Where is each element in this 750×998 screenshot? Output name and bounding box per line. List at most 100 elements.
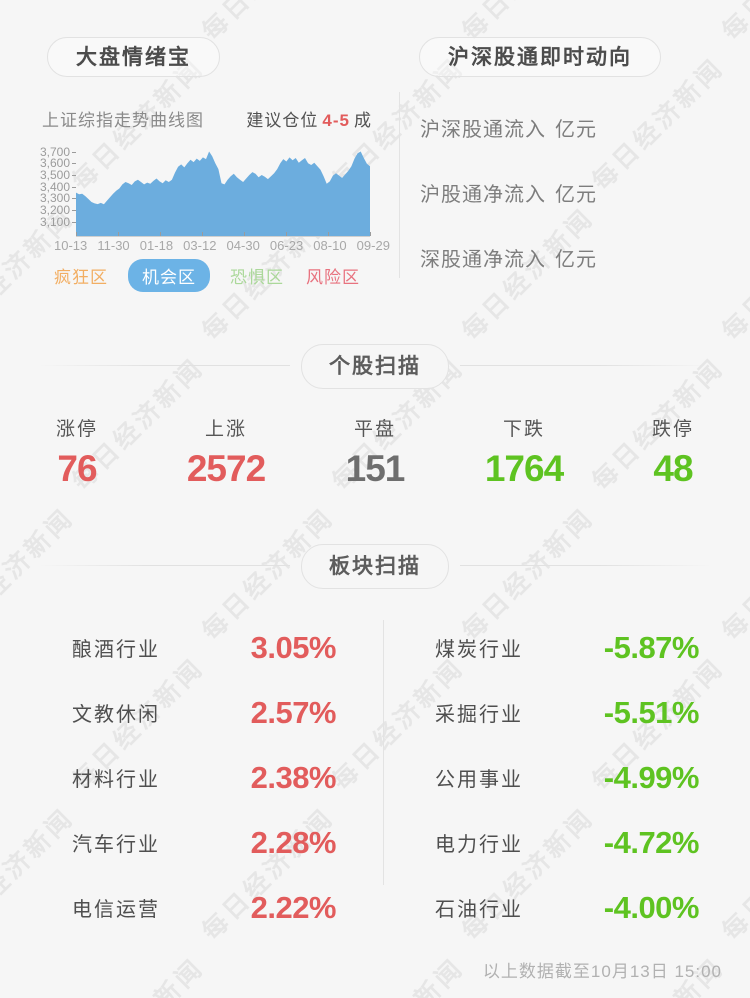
x-axis-tick-label: 04-30 xyxy=(226,238,260,253)
tab-market-sentiment[interactable]: 大盘情绪宝 xyxy=(47,37,220,77)
zone-opportunity[interactable]: 机会区 xyxy=(128,259,210,292)
stock-scan-stats: 涨停 76 上涨 2572 平盘 151 下跌 1764 跌停 48 xyxy=(42,414,708,489)
x-axis-tick-label: 09-29 xyxy=(356,238,390,253)
stat-label: 跌停 xyxy=(651,419,694,440)
y-axis-tick-label: 3,200 xyxy=(40,203,71,218)
sector-column-divider xyxy=(383,620,384,885)
tab-stock-connect[interactable]: 沪深股通即时动向 xyxy=(419,37,661,77)
stat-label: 涨停 xyxy=(55,419,98,440)
sector-value: -4.99% xyxy=(603,759,700,795)
x-axis-tick-label: 01-18 xyxy=(139,238,174,253)
sector-row: 公用事业 -4.99% xyxy=(403,745,703,810)
sector-label: 材料行业 xyxy=(72,769,160,791)
y-axis-tick-mark xyxy=(72,163,76,165)
sector-label: 文教休闲 xyxy=(72,704,160,726)
stat-value: 48 xyxy=(653,448,693,489)
y-axis-tick-mark xyxy=(72,210,76,212)
section-line-right xyxy=(460,365,712,366)
stat-value: 1764 xyxy=(484,448,564,489)
x-axis-tick-mark xyxy=(370,232,371,236)
sector-row: 文教休闲 2.57% xyxy=(40,680,340,745)
sector-value: 2.57% xyxy=(250,694,337,730)
sector-gainers-column: 酿酒行业 3.05% 文教休闲 2.57% 材料行业 2.38% 汽车行业 2.… xyxy=(40,615,340,940)
y-axis-tick-mark xyxy=(72,174,76,176)
stat-value: 2572 xyxy=(186,448,266,489)
y-axis-tick-label: 3,100 xyxy=(40,214,71,229)
index-trend-chart: 10-13 11-30 01-18 03-12 04-30 06-23 08-10 09-29… xyxy=(40,144,390,258)
connect-label: 深股通净流入 xyxy=(420,249,546,271)
sector-value: -4.00% xyxy=(603,889,700,925)
x-axis-tick-mark xyxy=(118,232,119,236)
sector-value: -5.87% xyxy=(603,629,700,665)
x-axis-tick-label: 10-13 xyxy=(54,238,88,253)
y-axis-tick-label: 3,500 xyxy=(40,167,71,182)
section-line-right xyxy=(460,565,712,566)
zone-fear[interactable]: 恐惧区 xyxy=(230,268,284,287)
sector-value: 2.38% xyxy=(250,759,337,795)
sector-label: 电信运营 xyxy=(72,899,160,921)
sector-losers-column: 煤炭行业 -5.87% 采掘行业 -5.51% 公用事业 -4.99% 电力行业… xyxy=(403,615,703,940)
sector-row: 煤炭行业 -5.87% xyxy=(403,615,703,680)
x-axis-tick-mark xyxy=(244,232,245,236)
sector-label: 公用事业 xyxy=(435,769,523,791)
connect-unit: 亿元 xyxy=(555,184,597,206)
y-axis-tick-label: 3,600 xyxy=(40,156,71,171)
chart-plot xyxy=(76,148,370,237)
stat-label: 上涨 xyxy=(204,419,247,440)
sector-label: 汽车行业 xyxy=(72,834,160,856)
sector-row: 电力行业 -4.72% xyxy=(403,810,703,875)
x-axis-tick-label: 06-23 xyxy=(269,238,304,253)
advice-prefix: 建议仓位 xyxy=(246,111,319,130)
stat-value: 151 xyxy=(345,448,406,489)
x-axis-tick-label: 03-12 xyxy=(183,238,217,253)
zone-risk[interactable]: 风险区 xyxy=(306,268,360,287)
sector-row: 石油行业 -4.00% xyxy=(403,875,703,940)
y-axis-tick-mark xyxy=(72,198,76,200)
position-advice: 建议仓位 4-5 成 xyxy=(246,106,372,131)
y-axis-tick-label: 3,700 xyxy=(40,144,71,159)
sector-label: 酿酒行业 xyxy=(72,639,160,661)
top-section-divider xyxy=(399,92,400,278)
sector-value: -4.72% xyxy=(603,824,700,860)
y-axis-tick-mark xyxy=(72,151,76,153)
x-axis-tick-mark xyxy=(202,232,203,236)
connect-unit: 亿元 xyxy=(555,249,597,271)
x-axis-tick-label: 11-30 xyxy=(97,238,130,253)
sector-label: 采掘行业 xyxy=(435,704,523,726)
zone-frenzy[interactable]: 疯狂区 xyxy=(54,268,108,287)
connect-row-sz-net-inflow: 深股通净流入 亿元 xyxy=(420,243,597,272)
sector-label: 煤炭行业 xyxy=(435,639,523,661)
x-axis-labels: 10-13 11-30 01-18 03-12 04-30 06-23 08-10 09-29 xyxy=(54,238,390,253)
sector-scan-title: 板块扫描 xyxy=(301,544,449,589)
stat-limit-down: 跌停 48 xyxy=(638,414,708,489)
sector-value: 2.28% xyxy=(250,824,337,860)
sector-value: 2.22% xyxy=(250,889,337,925)
sector-value: -5.51% xyxy=(603,694,700,730)
index-area-chart xyxy=(76,151,370,236)
x-axis-tick-label: 08-10 xyxy=(313,238,347,253)
section-line-left xyxy=(38,565,290,566)
sector-label: 电力行业 xyxy=(435,834,523,856)
sector-row: 汽车行业 2.28% xyxy=(40,810,340,875)
connect-label: 沪深股通流入 xyxy=(420,119,546,141)
x-axis-tick-mark xyxy=(76,232,77,236)
y-axis-tick-label: 3,400 xyxy=(40,179,71,194)
stat-value: 76 xyxy=(57,448,97,489)
y-axis-tick-label: 3,300 xyxy=(40,191,71,206)
section-line-left xyxy=(38,365,290,366)
y-axis-tick-mark xyxy=(72,221,76,223)
data-cutoff-note: 以上数据截至10月13日 15:00 xyxy=(482,962,722,981)
x-axis-tick-mark xyxy=(160,232,161,236)
connect-unit: 亿元 xyxy=(555,119,597,141)
y-axis-tick-mark xyxy=(72,186,76,188)
stat-down: 下跌 1764 xyxy=(484,414,564,489)
advice-suffix: 成 xyxy=(354,111,372,130)
sector-row: 采掘行业 -5.51% xyxy=(403,680,703,745)
sector-row: 酿酒行业 3.05% xyxy=(40,615,340,680)
stat-label: 平盘 xyxy=(353,419,396,440)
connect-row-total-inflow: 沪深股通流入 亿元 xyxy=(420,113,597,142)
section-stock-scan: 个股扫描 xyxy=(0,344,750,389)
connect-row-sh-net-inflow: 沪股通净流入 亿元 xyxy=(420,178,597,207)
stat-limit-up: 涨停 76 xyxy=(42,414,112,489)
